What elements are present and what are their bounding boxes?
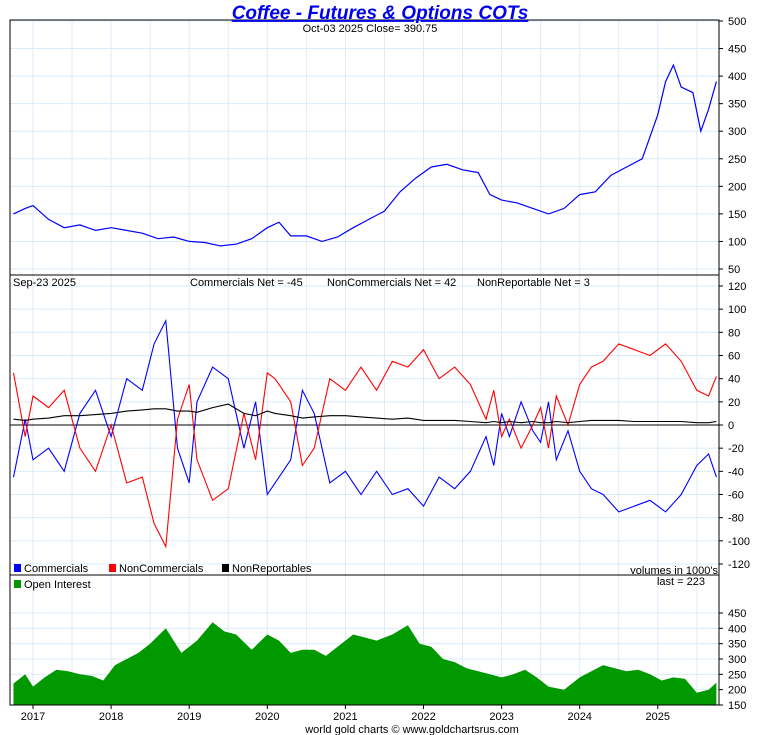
- y-tick-label: 20: [728, 397, 740, 409]
- open-interest-area: [13, 622, 717, 705]
- y-tick-label: -40: [728, 466, 744, 478]
- y-tick-label: -80: [728, 513, 744, 525]
- price-subtitle: Oct-03 2025 Close= 390.75: [303, 23, 438, 35]
- svg-text:NonReportables: NonReportables: [232, 563, 312, 575]
- x-tick-label: 2025: [646, 711, 670, 723]
- cot-date: Sep-23 2025: [13, 277, 76, 289]
- last-oi-note: last = 223: [657, 576, 705, 588]
- legend-open-interest: Open Interest: [14, 579, 91, 591]
- y-tick-label: 0: [728, 420, 734, 432]
- commercials-line: [12, 318, 717, 513]
- y-tick-label: 450: [728, 44, 746, 56]
- y-tick-label: 450: [728, 608, 746, 620]
- y-tick-label: 350: [728, 639, 746, 651]
- commercials-net: Commercials Net = -45: [190, 277, 303, 289]
- y-tick-label: 80: [728, 327, 740, 339]
- x-tick-label: 2019: [177, 711, 201, 723]
- y-tick-label: 300: [728, 654, 746, 666]
- y-tick-label: 150: [728, 700, 746, 712]
- y-tick-label: 200: [728, 685, 746, 697]
- x-tick-label: 2017: [21, 711, 45, 723]
- x-tick-label: 2018: [99, 711, 123, 723]
- legend-noncommercials: NonCommercials: [109, 563, 204, 575]
- y-tick-label: -120: [728, 559, 750, 571]
- y-tick-label: 100: [728, 236, 746, 248]
- y-tick-label: 400: [728, 71, 746, 83]
- noncommercials-line: [12, 343, 717, 549]
- svg-text:Open Interest: Open Interest: [24, 579, 91, 591]
- y-tick-label: -60: [728, 490, 744, 502]
- footer-credit: world gold charts © www.goldchartsrus.co…: [304, 724, 519, 735]
- y-tick-label: 350: [728, 99, 746, 111]
- chart-title: Coffee - Futures & Options COTs: [232, 3, 529, 24]
- x-tick-label: 2020: [255, 711, 279, 723]
- y-tick-label: -20: [728, 443, 744, 455]
- x-tick-label: 2022: [411, 711, 435, 723]
- y-tick-label: 60: [728, 351, 740, 363]
- y-tick-label: 100: [728, 304, 746, 316]
- legend-nonreportables: NonReportables: [222, 563, 312, 575]
- y-tick-label: 50: [728, 264, 740, 276]
- chart-marks: [10, 63, 719, 705]
- x-tick-label: 2024: [567, 711, 591, 723]
- y-tick-label: 150: [728, 209, 746, 221]
- x-tick-label: 2023: [489, 711, 513, 723]
- volumes-note: volumes in 1000's: [630, 565, 718, 577]
- nonreportable-net: NonReportable Net = 3: [477, 277, 590, 289]
- y-tick-label: 200: [728, 181, 746, 193]
- y-tick-label: 40: [728, 374, 740, 386]
- y-tick-label: -100: [728, 536, 750, 548]
- y-tick-label: 300: [728, 126, 746, 138]
- grid: [10, 20, 719, 705]
- svg-text:NonCommercials: NonCommercials: [119, 563, 204, 575]
- tick-labels: 50100150200250300350400450500-120-100-80…: [21, 16, 750, 723]
- y-tick-label: 500: [728, 16, 746, 28]
- noncommercials-net: NonCommercials Net = 42: [327, 277, 456, 289]
- plot-frame: [9, 19, 720, 706]
- svg-text:Commercials: Commercials: [24, 563, 89, 575]
- y-tick-label: 250: [728, 154, 746, 166]
- y-tick-label: 400: [728, 623, 746, 635]
- nonreportables-line: [13, 403, 717, 424]
- legend-commercials: Commercials: [14, 563, 89, 575]
- price-line: [13, 63, 717, 247]
- y-tick-label: 250: [728, 669, 746, 681]
- y-tick-label: 120: [728, 281, 746, 293]
- x-tick-label: 2021: [333, 711, 357, 723]
